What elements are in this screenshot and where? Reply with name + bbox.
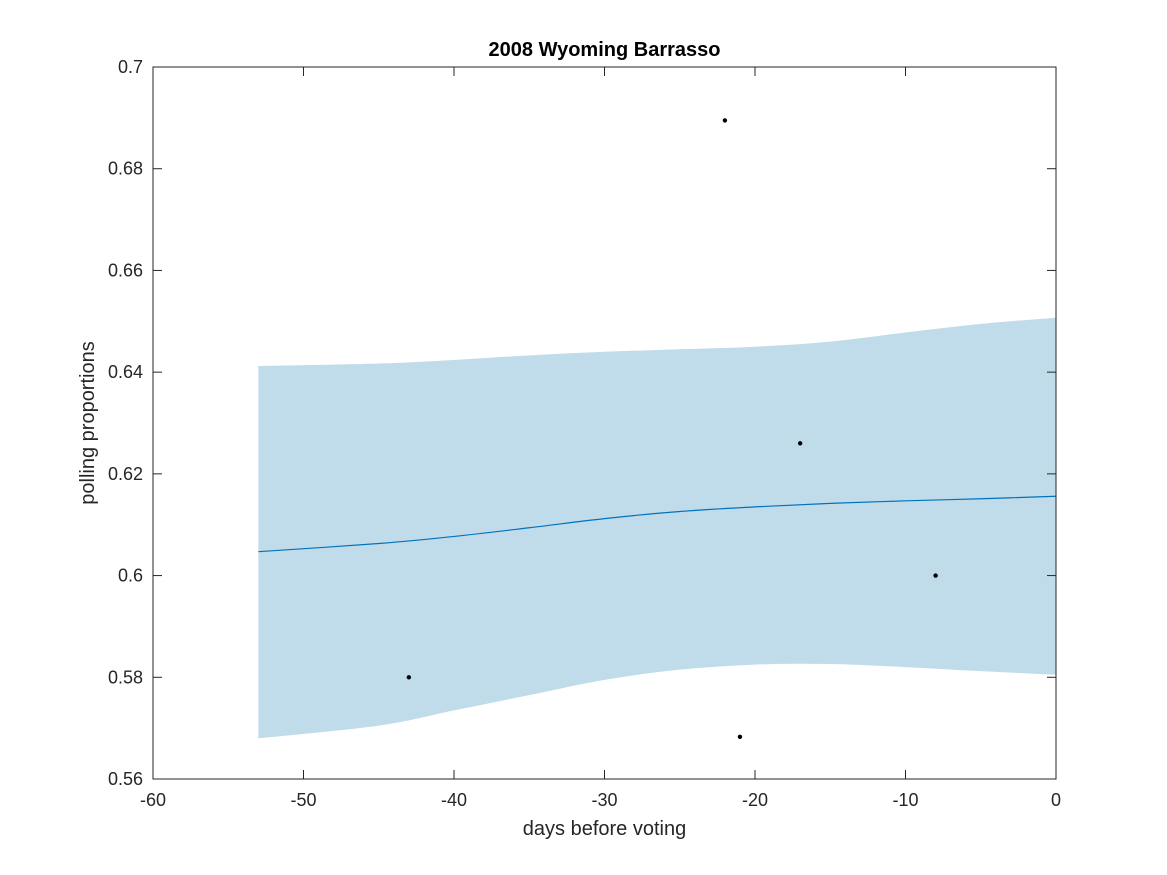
data-point — [406, 675, 412, 680]
data-point — [797, 441, 803, 446]
y-tick-label: 0.56 — [108, 769, 143, 789]
axes: -60 -50 -40 -30 -20 -10 0 0.56 0.58 0.6 0.62 0.64 0.… — [108, 57, 1061, 810]
data-point — [737, 734, 743, 739]
confidence-band — [258, 317, 1057, 739]
x-tick-label: -30 — [591, 790, 617, 810]
x-axis-label: days before voting — [523, 818, 686, 840]
y-axis-label: polling proportions — [77, 341, 99, 504]
y-tick-label: 0.62 — [108, 464, 143, 484]
y-tick-label: 0.7 — [118, 57, 143, 77]
y-tick-label: 0.66 — [108, 260, 143, 280]
x-tick-label: -50 — [290, 790, 316, 810]
x-tick-label: -10 — [892, 790, 918, 810]
x-tick-label: -20 — [742, 790, 768, 810]
y-tick-label: 0.64 — [108, 362, 143, 382]
data-point — [933, 573, 938, 578]
x-tick-label: 0 — [1051, 790, 1061, 810]
plot-area — [258, 118, 1057, 739]
y-tick-label: 0.58 — [108, 667, 143, 687]
x-tick-label: -60 — [140, 790, 166, 810]
fit-line — [258, 495, 1057, 553]
x-tick-label: -40 — [441, 790, 467, 810]
data-point — [722, 118, 728, 123]
y-tick-label: 0.68 — [108, 159, 143, 179]
y-tick-label: 0.6 — [118, 566, 143, 586]
chart-title: 2008 Wyoming Barrasso — [489, 39, 721, 61]
